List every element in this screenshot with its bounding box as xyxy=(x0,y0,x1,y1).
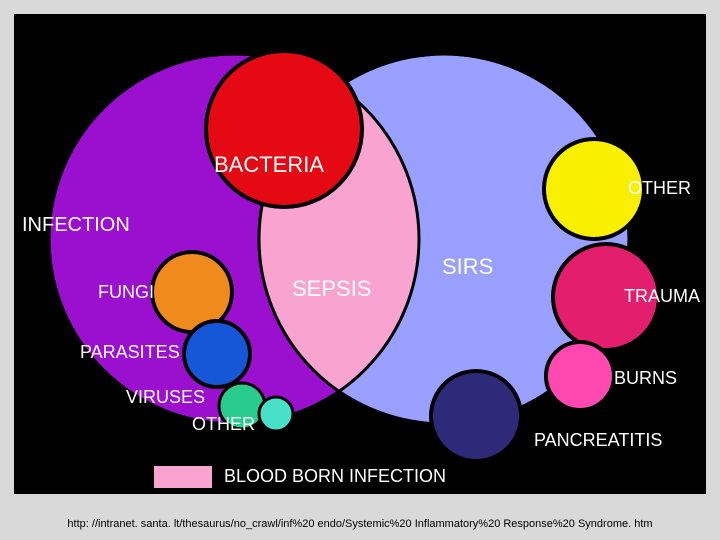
citation-text: http: //intranet. santa. lt/thesaurus/no… xyxy=(0,518,720,530)
label-burns: BURNS xyxy=(614,368,677,389)
label-other-sirs: OTHER xyxy=(628,178,691,199)
circle-parasites xyxy=(184,321,250,387)
circle-other-inf xyxy=(259,397,293,431)
venn-svg xyxy=(14,14,706,494)
circle-bacteria xyxy=(206,51,362,207)
label-parasites: PARASITES xyxy=(80,342,180,363)
venn-diagram-frame: BACTERIA INFECTION FUNGI SEPSIS PARASITE… xyxy=(14,14,706,494)
legend-label: BLOOD BORN INFECTION xyxy=(224,466,446,487)
label-sepsis: SEPSIS xyxy=(292,276,371,302)
label-other-inf: OTHER xyxy=(192,414,255,435)
label-fungi: FUNGI xyxy=(98,282,154,303)
label-sirs: SIRS xyxy=(442,254,493,280)
label-pancreatitis: PANCREATITIS xyxy=(534,430,662,451)
label-infection: INFECTION xyxy=(22,214,130,237)
circle-pancreatitis xyxy=(431,371,521,461)
label-trauma: TRAUMA xyxy=(624,286,700,307)
label-viruses: VIRUSES xyxy=(126,387,205,408)
legend-swatch xyxy=(154,466,212,488)
label-bacteria: BACTERIA xyxy=(214,152,324,178)
circle-burns xyxy=(546,342,614,410)
